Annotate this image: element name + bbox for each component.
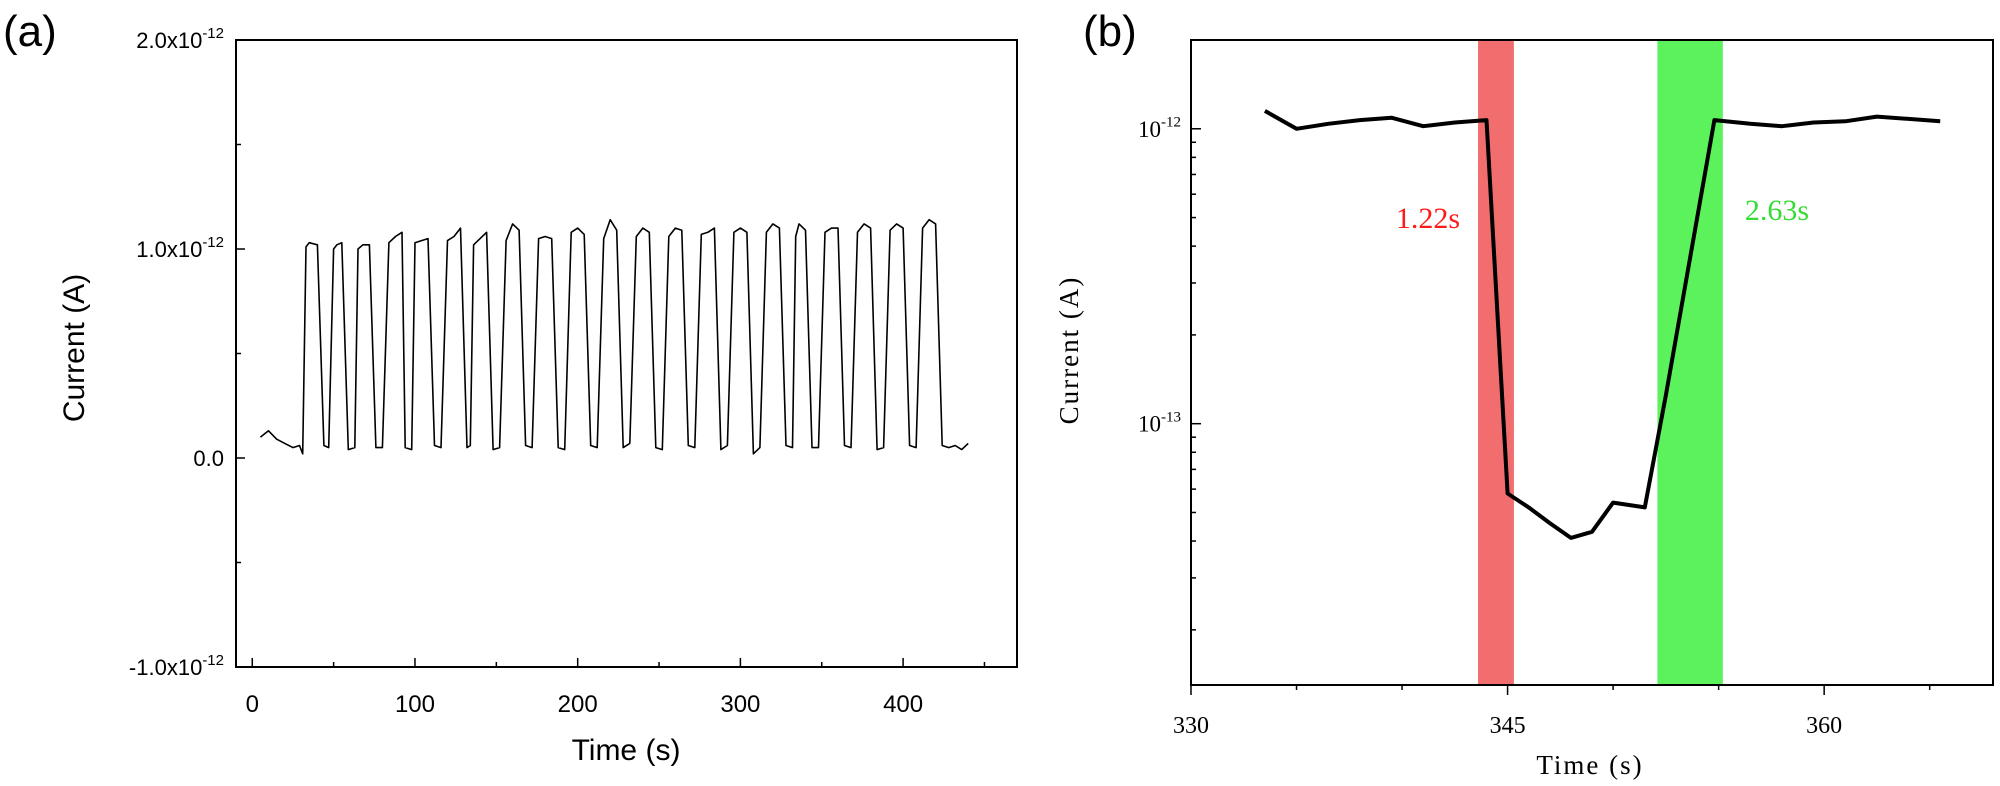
panel-a-x-axis: 0 100 200 300 400 (246, 658, 986, 718)
panel-b-xlabel: Time (s) (1536, 750, 1643, 780)
panel-a-plot-area (235, 39, 1018, 668)
panel-b-series-line (1263, 109, 1941, 540)
y-tick-label: 10-12 (1138, 114, 1181, 141)
panel-b-frame (1190, 39, 1994, 686)
highlight-band (1478, 40, 1514, 685)
band-label-response-time: 1.22s (1396, 202, 1460, 235)
panel-b-ylabel: Current (A) (1054, 276, 1084, 425)
panel-a-frame (235, 39, 1018, 668)
panel-a-xlabel: Time (s) (572, 734, 681, 767)
y-tick-label: 1.0x10-12 (136, 234, 224, 262)
x-tick-label: 0 (246, 691, 259, 718)
x-tick-label: 100 (395, 691, 435, 718)
panel-b-x-axis: 330 345 360 (1173, 685, 1931, 739)
y-tick-label: -1.0x10-12 (129, 652, 224, 680)
highlight-band (1657, 40, 1723, 685)
panel-a-y-axis: 2.0x10-12 1.0x10-12 0.0 -1.0x10-12 (129, 25, 245, 680)
panel-b: (b) 1.22s 2.63s 10-12 10-13 330 345 360 Time… (1054, 7, 1994, 780)
y-tick-label: 0.0 (193, 446, 224, 471)
band-label-recovery-time: 2.63s (1745, 194, 1809, 227)
x-tick-label: 200 (558, 691, 598, 718)
panel-a-ylabel: Current (A) (58, 274, 91, 422)
panel-b-y-axis: 10-12 10-13 (1138, 39, 1201, 631)
x-tick-label: 400 (883, 691, 923, 718)
panel-b-plot-area (1190, 39, 1994, 686)
x-tick-label: 300 (720, 691, 760, 718)
y-tick-label: 2.0x10-12 (136, 25, 224, 53)
panel-b-label: (b) (1083, 7, 1137, 56)
panel-a-label: (a) (3, 7, 57, 56)
y-tick-label: 10-13 (1138, 409, 1181, 436)
x-tick-label: 360 (1806, 713, 1842, 739)
x-tick-label: 330 (1173, 713, 1209, 739)
panel-a-series-line (259, 218, 969, 455)
x-tick-label: 345 (1490, 713, 1526, 739)
panel-a: (a) 2.0x10-12 1.0x10-12 0.0 -1.0x10-12 0 100… (3, 7, 1018, 767)
panel-b-bands: 1.22s 2.63s (1396, 40, 1809, 685)
